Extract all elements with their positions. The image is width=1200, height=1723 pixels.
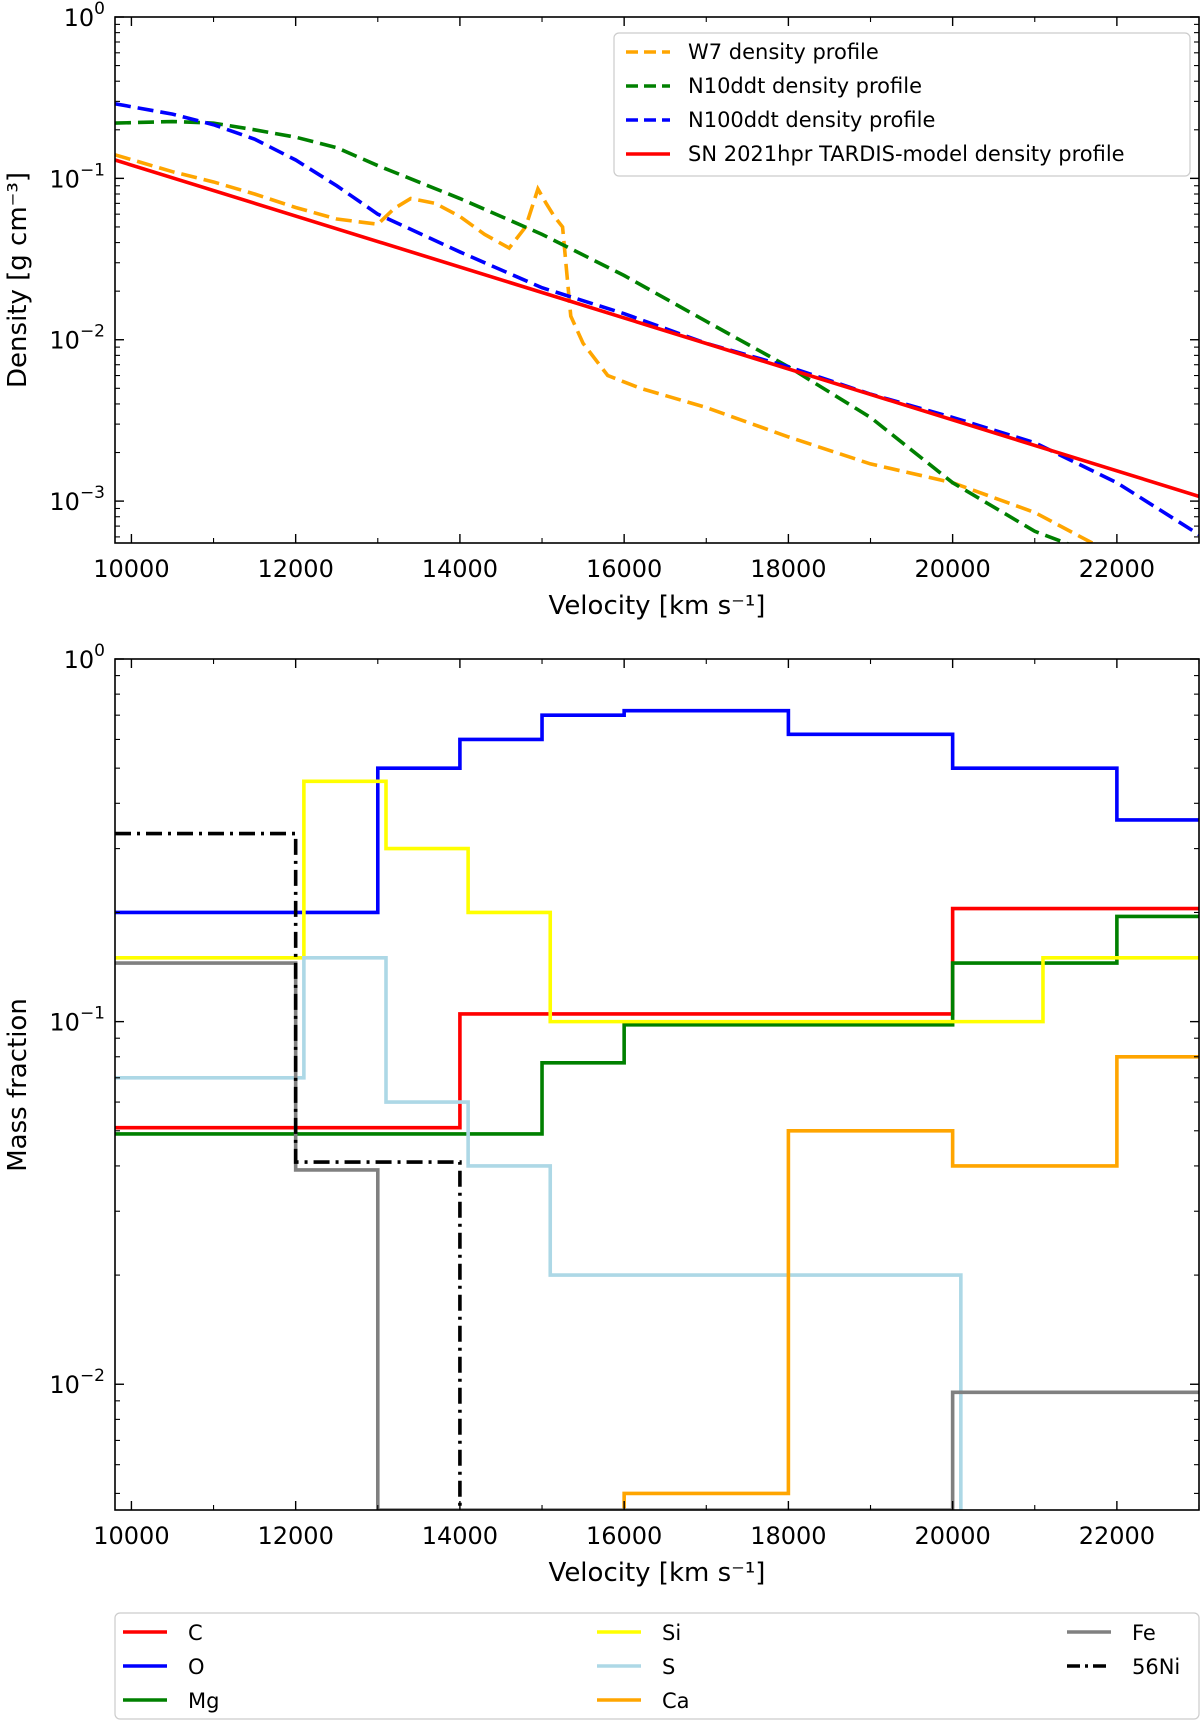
density-series-n10ddt-density-profile	[115, 119, 1071, 543]
mass-fraction-series-c	[115, 906, 1199, 1130]
mass-fraction-axes-frame	[114, 658, 1200, 1511]
mass-fraction-legend-label: O	[188, 1655, 205, 1679]
mass-fraction-x-tick-label: 10000	[93, 1522, 169, 1550]
mass-fraction-legend-box	[114, 1612, 1200, 1720]
density-panel: 10000 12000 14000 16000 18000 20000 22000 10−3…	[3, 0, 1200, 621]
density-legend-label: SN 2021hpr TARDIS-model density profile	[688, 142, 1125, 166]
density-legend-label: N100ddt density profile	[688, 108, 935, 132]
density-x-tick-label: 16000	[586, 555, 662, 583]
mass-fraction-series-56ni	[115, 831, 462, 1510]
mass-fraction-series-ca	[622, 1054, 1199, 1510]
mass-fraction-series-s	[115, 955, 963, 1510]
density-y-tick-label: 10−1	[49, 160, 105, 193]
mass-fraction-plot-area	[115, 708, 1199, 1510]
mass-fraction-legend-label: 56Ni	[1132, 1655, 1180, 1679]
density-legend-label: N10ddt density profile	[688, 74, 922, 98]
density-y-axis-label: Density [g cm⁻³]	[3, 172, 33, 388]
mass-fraction-panel: 10000 12000 14000 16000 18000 20000 22000 10−2…	[3, 641, 1200, 1720]
mass-fraction-x-tick-label: 12000	[257, 1522, 333, 1550]
density-x-tick-label: 10000	[93, 555, 169, 583]
density-x-tick-label: 20000	[914, 555, 990, 583]
mass-fraction-y-tick-label: 10−2	[49, 1366, 105, 1399]
mass-fraction-series-mg	[115, 914, 1199, 1136]
mass-fraction-y-tick-labels: 10−2 10−1 100	[49, 641, 105, 1399]
density-axes-frame	[114, 16, 1200, 544]
mass-fraction-y-axis-label: Mass fraction	[3, 998, 33, 1172]
mass-fraction-x-axis-label: Velocity [km s⁻¹]	[549, 1558, 766, 1588]
mass-fraction-y-tick-label: 10−1	[49, 1004, 105, 1037]
mass-fraction-legend-label: C	[188, 1621, 203, 1645]
mass-fraction-legend-label: Fe	[1132, 1621, 1156, 1645]
mass-fraction-series-fe	[115, 961, 1199, 1510]
density-x-axis-label: Velocity [km s⁻¹]	[549, 591, 766, 621]
mass-fraction-series-o	[115, 708, 1199, 915]
mass-fraction-x-tick-label: 14000	[422, 1522, 498, 1550]
mass-fraction-legend-label: Mg	[188, 1689, 219, 1713]
mass-fraction-x-tick-label: 18000	[750, 1522, 826, 1550]
mass-fraction-ticks	[115, 658, 1200, 1510]
density-x-tick-labels: 10000 12000 14000 16000 18000 20000 22000	[93, 555, 1155, 583]
density-y-tick-label: 10−2	[49, 322, 105, 355]
density-series-w7-density-profile	[115, 153, 1094, 543]
density-legend: W7 density profile N10ddt density profile…	[613, 32, 1191, 177]
density-y-tick-labels: 10−3 10−2 10−1 100	[49, 0, 105, 516]
density-y-tick-label: 10−3	[49, 483, 105, 516]
density-series-sn-2021hpr-tardis-model-density-profile	[115, 158, 1199, 499]
density-x-tick-label: 18000	[750, 555, 826, 583]
mass-fraction-x-tick-labels: 10000 12000 14000 16000 18000 20000 22000	[93, 1522, 1155, 1550]
density-x-tick-label: 22000	[1079, 555, 1155, 583]
density-x-tick-label: 12000	[257, 555, 333, 583]
mass-fraction-legend-label: Ca	[662, 1689, 690, 1713]
density-x-tick-label: 14000	[422, 555, 498, 583]
mass-fraction-legend: CO Mg Si S Ca Fe 56Ni	[114, 1612, 1200, 1720]
mass-fraction-series-si	[115, 779, 1199, 1024]
density-plot-area	[115, 101, 1199, 543]
density-series-n100ddt-density-profile	[115, 101, 1199, 537]
mass-fraction-x-tick-label: 22000	[1079, 1522, 1155, 1550]
mass-fraction-x-tick-label: 16000	[586, 1522, 662, 1550]
mass-fraction-y-tick-label: 100	[64, 641, 105, 674]
density-legend-label: W7 density profile	[688, 40, 879, 64]
mass-fraction-x-tick-label: 20000	[914, 1522, 990, 1550]
mass-fraction-legend-label: S	[662, 1655, 675, 1679]
mass-fraction-legend-label: Si	[662, 1621, 681, 1645]
density-legend-box	[613, 32, 1191, 177]
density-y-tick-label: 100	[64, 0, 105, 32]
